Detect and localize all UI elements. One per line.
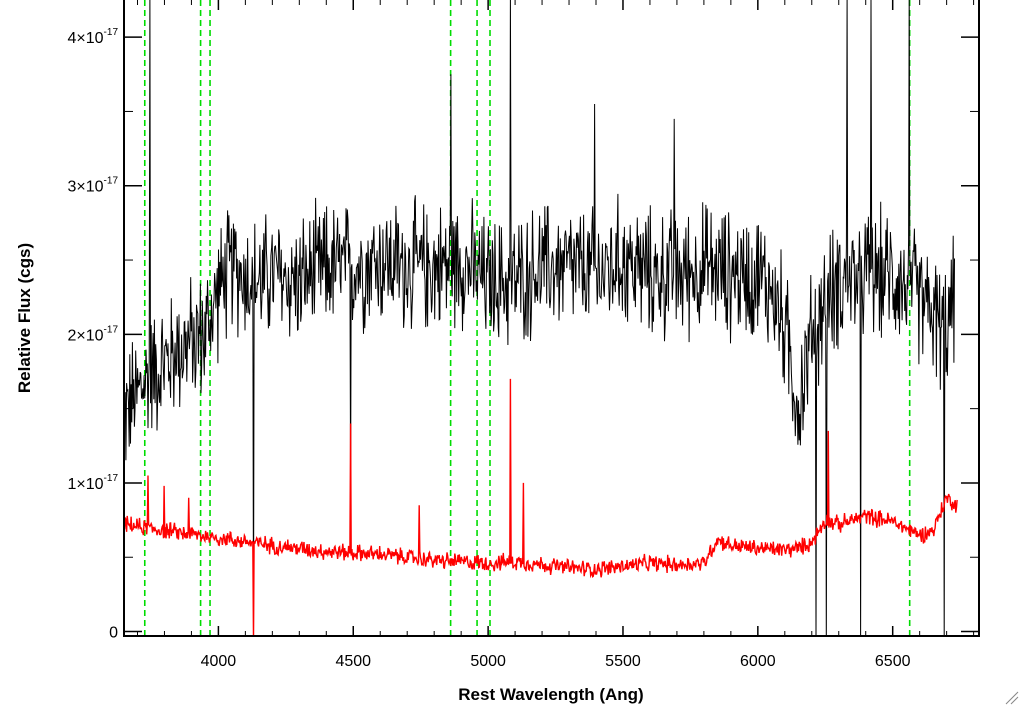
y-axis-ticks: 01×10-172×10-173×10-174×10-17 bbox=[68, 27, 979, 642]
x-tick-label: 6500 bbox=[875, 653, 911, 670]
y-tick-mantissa: 2×10 bbox=[68, 327, 104, 344]
y-tick-mantissa: 1×10 bbox=[68, 476, 104, 493]
spectrum-series-line bbox=[124, 378, 958, 636]
spectrum-series-line bbox=[124, 0, 955, 636]
x-tick-label: 5000 bbox=[470, 653, 506, 670]
y-tick-exponent: -17 bbox=[104, 27, 119, 38]
plot-frame bbox=[123, 0, 980, 637]
y-tick-label: 0 bbox=[109, 625, 118, 642]
y-tick-label: 2×10-17 bbox=[68, 324, 119, 344]
y-tick-label: 3×10-17 bbox=[68, 176, 119, 196]
x-tick-label: 4500 bbox=[335, 653, 371, 670]
x-axis-label: Rest Wavelength (Ang) bbox=[458, 685, 643, 704]
y-tick-mantissa: 3×10 bbox=[68, 179, 104, 196]
resize-grip-icon[interactable] bbox=[1005, 691, 1019, 705]
x-tick-label: 6000 bbox=[740, 653, 776, 670]
y-axis-label: Relative Flux (cgs) bbox=[15, 243, 34, 393]
y-tick-exponent: -17 bbox=[104, 324, 119, 335]
y-tick-exponent: -17 bbox=[104, 473, 119, 484]
y-tick-exponent: -17 bbox=[104, 176, 119, 187]
x-tick-label: 4000 bbox=[201, 653, 237, 670]
x-tick-label: 5500 bbox=[605, 653, 641, 670]
y-tick-label: 1×10-17 bbox=[68, 473, 119, 493]
y-tick-label: 4×10-17 bbox=[68, 27, 119, 47]
x-axis-ticks: 4000 4500 5000 5500 6000 6500 bbox=[136, 0, 975, 670]
spectrum-series-layer bbox=[124, 0, 958, 636]
y-tick-mantissa: 4×10 bbox=[68, 30, 104, 47]
y-tick-mantissa: 0 bbox=[109, 625, 118, 642]
